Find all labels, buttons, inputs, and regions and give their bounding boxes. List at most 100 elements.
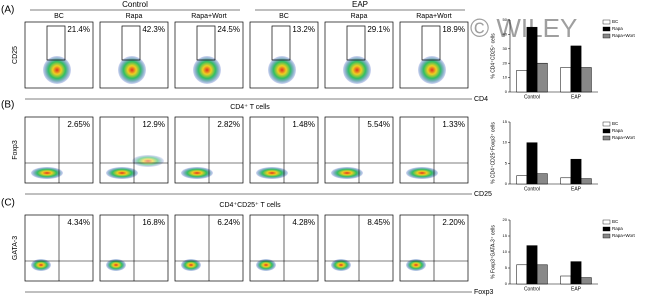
legend-label: BC bbox=[612, 121, 619, 126]
cell-cloud bbox=[406, 259, 426, 271]
group-header: EAP bbox=[352, 0, 368, 9]
legend-label: Rapa bbox=[612, 26, 623, 31]
panel-label: (B) bbox=[1, 100, 14, 111]
y-tick-label: 0 bbox=[505, 89, 508, 94]
legend-label: Rapa+Wort bbox=[612, 33, 636, 38]
bar bbox=[536, 264, 548, 285]
cell-cloud bbox=[132, 155, 164, 167]
x-axis-label: CD4 bbox=[474, 96, 488, 103]
cell-cloud bbox=[181, 167, 213, 179]
gate bbox=[271, 25, 291, 61]
gate-percent: 8.45% bbox=[367, 218, 390, 227]
bar bbox=[516, 264, 528, 285]
y-tick-label: 30 bbox=[503, 46, 508, 51]
bar bbox=[560, 275, 572, 285]
gate bbox=[196, 25, 216, 61]
bar bbox=[516, 175, 528, 185]
y-axis-label: GATA-3 bbox=[12, 236, 19, 260]
row-title: CD4⁺CD25⁺ T cells bbox=[219, 202, 281, 209]
cell-cloud bbox=[181, 259, 201, 271]
cell-cloud bbox=[31, 167, 63, 179]
y-tick-label: 0 bbox=[505, 181, 508, 186]
gate-percent: 18.9% bbox=[442, 25, 465, 34]
x-axis-label: Foxp3 bbox=[474, 289, 494, 296]
x-axis-label: CD25 bbox=[474, 191, 492, 198]
legend-label: BC bbox=[612, 219, 619, 224]
y-tick-label: 5 bbox=[505, 160, 508, 165]
legend-label: BC bbox=[612, 19, 619, 24]
y-tick-label: 10 bbox=[503, 75, 508, 80]
cell-cloud bbox=[106, 259, 126, 271]
y-tick-label: 40 bbox=[503, 31, 508, 36]
cell-cloud bbox=[31, 259, 51, 271]
bar bbox=[560, 177, 572, 185]
gate-percent: 16.8% bbox=[142, 218, 165, 227]
y-tick-label: 15 bbox=[503, 119, 508, 124]
cell-cloud bbox=[193, 56, 221, 84]
y-tick-label: 10 bbox=[503, 249, 508, 254]
cell-cloud bbox=[268, 56, 296, 84]
legend-swatch bbox=[602, 26, 611, 32]
gate bbox=[421, 25, 441, 61]
gate-percent: 24.5% bbox=[217, 25, 240, 34]
legend-swatch bbox=[602, 128, 611, 134]
gate-percent: 13.2% bbox=[292, 25, 315, 34]
legend-swatch bbox=[602, 121, 611, 127]
y-tick-label: 0 bbox=[505, 281, 508, 286]
cell-cloud bbox=[343, 56, 371, 84]
y-tick-label: 15 bbox=[503, 233, 508, 238]
row-title: CD4⁺ T cells bbox=[230, 104, 270, 111]
x-tick-label: Control bbox=[524, 186, 540, 192]
cell-cloud bbox=[256, 167, 288, 179]
legend-swatch bbox=[602, 19, 611, 25]
cell-cloud bbox=[331, 167, 363, 179]
bar bbox=[526, 245, 538, 285]
y-axis-label: Foxp3 bbox=[12, 140, 19, 160]
cell-cloud bbox=[256, 259, 276, 271]
gate-percent: 6.24% bbox=[217, 218, 240, 227]
y-tick-label: 50 bbox=[503, 17, 508, 22]
legend-swatch bbox=[602, 226, 611, 232]
cell-cloud bbox=[43, 56, 71, 84]
cell-cloud bbox=[118, 56, 146, 84]
y-axis-label: CD25 bbox=[12, 46, 19, 64]
gate bbox=[121, 25, 141, 61]
x-tick-label: EAP bbox=[571, 286, 582, 292]
subgroup-header: Rapa bbox=[126, 13, 143, 20]
subgroup-header: Rapa+Wort bbox=[191, 13, 227, 20]
bar bbox=[570, 45, 582, 93]
bar bbox=[526, 142, 538, 185]
gate-percent: 2.65% bbox=[67, 120, 90, 129]
y-axis-label: % CD4⁺CD25⁺ cells bbox=[490, 33, 496, 79]
legend-label: Rapa+Wort bbox=[612, 135, 636, 140]
bar bbox=[580, 178, 592, 185]
bar bbox=[570, 261, 582, 285]
gate-percent: 2.20% bbox=[442, 218, 465, 227]
gate-percent: 29.1% bbox=[367, 25, 390, 34]
bar bbox=[536, 62, 548, 93]
gate-percent: 4.28% bbox=[292, 218, 315, 227]
legend-swatch bbox=[602, 219, 611, 225]
legend-label: Rapa bbox=[612, 128, 623, 133]
gate-percent: 1.33% bbox=[442, 120, 465, 129]
subgroup-header: Rapa bbox=[351, 13, 368, 20]
bar bbox=[570, 158, 582, 185]
cell-cloud bbox=[331, 259, 351, 271]
x-tick-label: EAP bbox=[571, 186, 582, 192]
cell-cloud bbox=[406, 167, 438, 179]
bar bbox=[560, 67, 572, 93]
y-tick-label: 10 bbox=[503, 140, 508, 145]
bar bbox=[516, 70, 528, 93]
watermark: © WILEY bbox=[470, 13, 577, 43]
y-tick-label: 20 bbox=[503, 217, 508, 222]
bar bbox=[580, 277, 592, 285]
group-header: Control bbox=[122, 0, 148, 9]
gate-percent: 4.34% bbox=[67, 218, 90, 227]
panel-label: (A) bbox=[1, 5, 14, 16]
y-axis-label: % Foxp3⁺GATA-3⁺ cells bbox=[490, 225, 496, 279]
legend-swatch bbox=[602, 135, 611, 141]
legend-label: Rapa+Wort bbox=[612, 233, 636, 238]
x-tick-label: Control bbox=[524, 94, 540, 100]
subgroup-header: Rapa+Wort bbox=[416, 13, 452, 20]
bar bbox=[526, 26, 538, 93]
